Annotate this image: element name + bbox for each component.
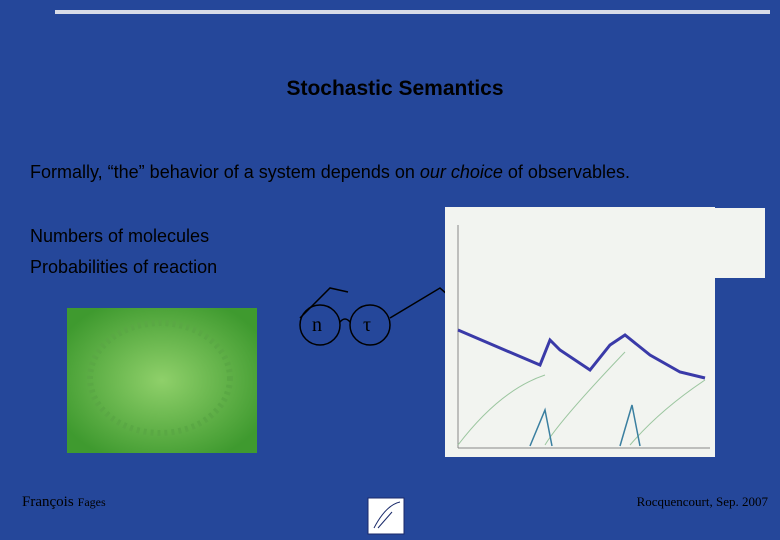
lens-symbol: τ [363, 314, 372, 336]
intro: Formally, “the” behavior of a system dep… [30, 162, 630, 183]
simulation-plot [445, 207, 765, 457]
cell-texture [87, 320, 233, 436]
intro-text: of observables. [502, 162, 630, 182]
footer-place-date: Rocquencourt, Sep. 2007 [636, 494, 768, 509]
footer-author: François Fages [22, 493, 106, 511]
slide-title: Stochastic Semantics [286, 77, 504, 100]
logo [367, 497, 405, 535]
logo-mark [373, 501, 401, 529]
item: Numbers of molecules [30, 226, 210, 246]
lens-symbol: n [312, 314, 322, 336]
author-last: Fages [77, 495, 106, 509]
author-first: François [22, 494, 74, 510]
glasses [299, 287, 449, 346]
item: Probabilities of reaction [30, 257, 218, 277]
microscope-image [67, 308, 257, 453]
intro-emphasis: our choice [419, 162, 503, 182]
intro-text: Formally, “the” behavior of a system dep… [30, 162, 420, 182]
